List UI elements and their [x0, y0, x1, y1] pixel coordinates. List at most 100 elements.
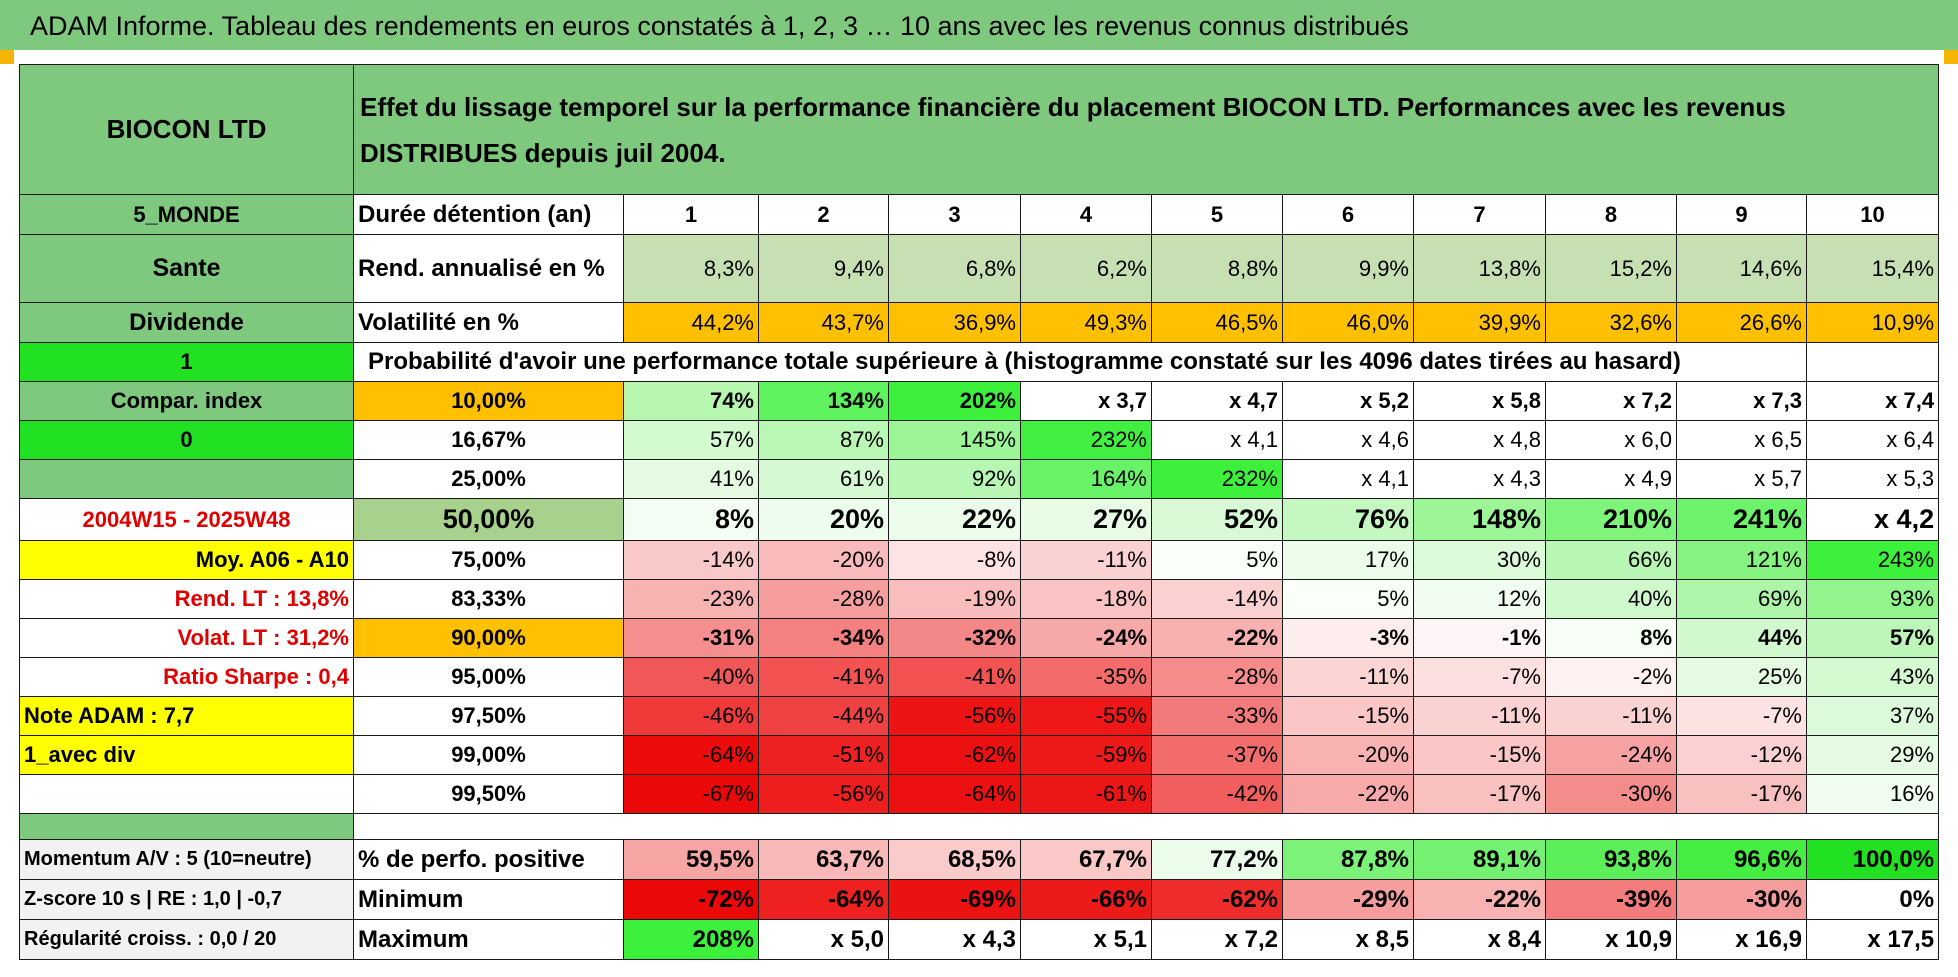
rend-label: Rend. annualisé en % [353, 234, 624, 303]
maximum-side-label: Régularité croiss. : 0,0 / 20 [19, 919, 354, 960]
probability-value: -7% [1413, 657, 1546, 697]
percentile-label: 99,00% [353, 735, 624, 775]
probability-value: -11% [1545, 696, 1677, 736]
positive-value: 59,5% [623, 839, 759, 880]
probability-value: 92% [888, 459, 1021, 499]
year-header: 7 [1413, 194, 1546, 235]
year-header: 9 [1676, 194, 1807, 235]
probability-value: -51% [758, 735, 889, 775]
probability-value: -20% [758, 540, 889, 580]
probability-value: -28% [1151, 657, 1283, 697]
percentile-label: 10,00% [353, 381, 624, 421]
year-header: 8 [1545, 194, 1677, 235]
vol-label: Volatilité en % [353, 302, 624, 343]
probability-value: -56% [888, 696, 1021, 736]
probability-value: -62% [888, 735, 1021, 775]
vol-row: Dividende Volatilité en % 44,2% 43,7% 36,9… [19, 302, 1940, 343]
probability-value: -1% [1413, 618, 1546, 658]
minimum-value: -29% [1282, 879, 1414, 920]
probability-value: x 6,4 [1805, 420, 1940, 460]
rend-value: 14,6% [1676, 234, 1807, 303]
probability-value: x 4,1 [1151, 420, 1283, 460]
compar-label: Compar. index [19, 381, 354, 421]
fund-description: Effet du lissage temporel sur la perform… [352, 64, 1940, 195]
probability-heading: Probabilité d'avoir une performance tota… [353, 342, 1807, 382]
probability-value: x 6,5 [1676, 420, 1807, 460]
probability-value: x 5,7 [1676, 459, 1807, 499]
empty-label [19, 459, 354, 499]
minimum-value: -30% [1676, 879, 1807, 920]
probability-value: -64% [888, 774, 1021, 814]
probability-value: -11% [1020, 540, 1152, 580]
probability-row: 2004W15 - 2025W48 50,00% 8% 20% 22% 27% 52% 76%… [19, 498, 1940, 541]
vol-value: 46,0% [1282, 302, 1414, 343]
positive-value: 93,8% [1545, 839, 1677, 880]
rend-value: 8,8% [1151, 234, 1283, 303]
probability-value: x 5,8 [1413, 381, 1546, 421]
probability-value: -14% [1151, 579, 1283, 619]
minimum-value: -39% [1545, 879, 1677, 920]
probability-value: 74% [623, 381, 759, 421]
year-header: 3 [888, 194, 1021, 235]
maximum-value: x 16,9 [1676, 919, 1807, 960]
positive-value: 67,7% [1020, 839, 1152, 880]
probability-value: -8% [888, 540, 1021, 580]
fund-name: BIOCON LTD [19, 64, 354, 195]
performance-table: BIOCON LTD Effet du lissage temporel sur… [19, 64, 1940, 960]
probability-value: -41% [758, 657, 889, 697]
vol-value: 46,5% [1151, 302, 1283, 343]
probability-value: 30% [1413, 540, 1546, 580]
vol-value: 10,9% [1805, 302, 1940, 343]
vol-value: 36,9% [888, 302, 1021, 343]
maximum-value: x 4,3 [888, 919, 1021, 960]
probability-row: 0 16,67% 57% 87% 145% 232% x 4,1 x 4,6 x 4,8 x 6,… [19, 420, 1940, 460]
maximum-value: x 17,5 [1805, 919, 1940, 960]
rend-value: 13,8% [1413, 234, 1546, 303]
probability-value: -20% [1282, 735, 1414, 775]
positive-side-label: Momentum A/V : 5 (10=neutre) [19, 839, 354, 880]
probability-value: 202% [888, 381, 1021, 421]
probability-value: 61% [758, 459, 889, 499]
probability-value: -7% [1676, 696, 1807, 736]
positive-value: 89,1% [1413, 839, 1546, 880]
positive-value: 68,5% [888, 839, 1021, 880]
probability-value: 69% [1676, 579, 1807, 619]
probability-value: -3% [1282, 618, 1414, 658]
probability-value: x 7,4 [1805, 381, 1940, 421]
probability-value: -19% [888, 579, 1021, 619]
spacer [352, 813, 1940, 840]
duration-label: Durée détention (an) [353, 194, 624, 235]
maximum-value: x 10,9 [1545, 919, 1677, 960]
percentile-label: 83,33% [353, 579, 624, 619]
rend-value: 6,8% [888, 234, 1021, 303]
probability-value: 210% [1545, 498, 1677, 541]
sector-label: Sante [19, 234, 354, 303]
spacer-green [19, 813, 354, 840]
probability-value: 12% [1413, 579, 1546, 619]
probability-value: 164% [1020, 459, 1152, 499]
probability-value: 25% [1676, 657, 1807, 697]
probability-value: -41% [888, 657, 1021, 697]
year-header: 1 [623, 194, 759, 235]
probability-value: -32% [888, 618, 1021, 658]
probability-value: -40% [623, 657, 759, 697]
probability-value: -15% [1282, 696, 1414, 736]
probability-value: -24% [1020, 618, 1152, 658]
moy-label: Moy. A06 - A10 [19, 540, 354, 580]
probability-value: 5% [1282, 579, 1414, 619]
corner-marker-right [1944, 50, 1958, 64]
rend-value: 8,3% [623, 234, 759, 303]
probability-value: x 4,6 [1282, 420, 1414, 460]
probability-value: -24% [1545, 735, 1677, 775]
vol-value: 39,9% [1413, 302, 1546, 343]
probability-value: 87% [758, 420, 889, 460]
probability-value: 17% [1282, 540, 1414, 580]
probability-value: -34% [758, 618, 889, 658]
probability-row: Rend. LT : 13,8% 83,33% -23% -28% -19% -18% -1… [19, 579, 1940, 619]
probability-value: -22% [1151, 618, 1283, 658]
rend-value: 9,4% [758, 234, 889, 303]
flag-one: 1 [19, 342, 354, 382]
probability-value: -12% [1676, 735, 1807, 775]
rend-row: Sante Rend. annualisé en % 8,3% 9,4% 6,8% 6… [19, 234, 1940, 303]
avec-div-label: 1_avec div [19, 735, 354, 775]
